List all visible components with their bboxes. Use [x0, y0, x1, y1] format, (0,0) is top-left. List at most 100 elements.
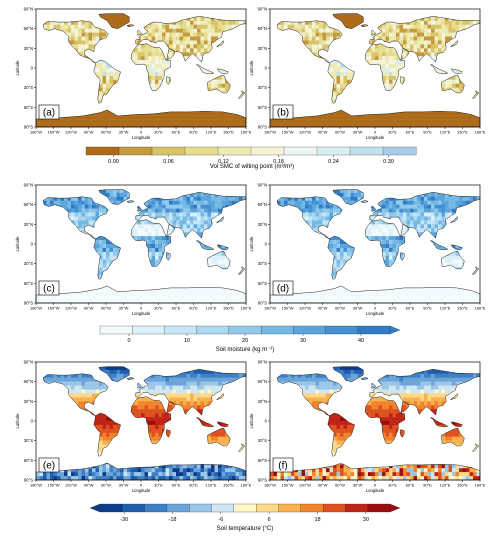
lat-tick-label: 30°S	[258, 85, 267, 90]
colorbar-tick-label: -18	[169, 517, 177, 523]
lon-tick-label: 30°W	[353, 306, 363, 311]
lon-tick-label: 120°E	[440, 306, 451, 311]
lon-tick-label: 0	[140, 306, 143, 311]
colorbar-swatch	[383, 147, 416, 155]
lat-tick-label: 0	[265, 419, 268, 424]
colorbar-tick-label: 0.30	[383, 159, 394, 165]
lat-tick-label: 60°S	[258, 281, 267, 286]
colorbar-end-arrow	[390, 504, 400, 512]
lon-tick-label: 150°W	[281, 306, 293, 311]
lon-tick-label: 30°W	[353, 130, 363, 135]
x-axis-title: Longitude	[366, 488, 385, 493]
lon-tick-label: 120°E	[440, 483, 451, 488]
colorbar-title: Soil temperature (°C)	[217, 526, 273, 532]
lat-tick-label: 30°S	[258, 261, 267, 266]
lon-tick-label: 0	[140, 483, 143, 488]
y-axis-title: Latitude	[249, 60, 254, 76]
lat-tick-label: 90°N	[24, 360, 33, 365]
colorbar-swatch	[345, 504, 368, 512]
colorbar-swatch	[119, 147, 152, 155]
lon-tick-label: 150°W	[47, 306, 59, 311]
lon-tick-label: 150°W	[47, 483, 59, 488]
lat-tick-label: 30°S	[24, 85, 33, 90]
colorbar-swatch	[167, 504, 190, 512]
colorbar-swatch	[100, 326, 132, 334]
colorbar-swatch	[301, 504, 324, 512]
lon-tick-label: 120°W	[299, 130, 311, 135]
lon-tick-label: 0	[374, 306, 377, 311]
lat-tick-label: 0	[31, 242, 34, 247]
colorbar-tick-label: 30	[363, 517, 369, 523]
lat-tick-label: 0	[265, 66, 268, 71]
panel-label: (f)	[278, 461, 287, 472]
colorbar-swatch	[100, 504, 123, 512]
lon-tick-label: 30°E	[154, 306, 163, 311]
lat-tick-label: 30°N	[24, 46, 33, 51]
lon-tick-label: 90°W	[318, 306, 328, 311]
colorbar-swatch	[350, 147, 383, 155]
colorbar-swatch	[368, 504, 391, 512]
lon-tick-label: 90°W	[318, 130, 328, 135]
panel-label: (c)	[43, 284, 55, 295]
lon-tick-label: 120°W	[65, 483, 77, 488]
panel-label: (b)	[277, 108, 289, 119]
lon-tick-label: 30°W	[119, 306, 129, 311]
colorbar-swatch	[251, 147, 284, 155]
y-axis-title: Latitude	[249, 413, 254, 429]
colorbar-swatch	[358, 326, 390, 334]
lon-tick-label: 180°W	[264, 483, 276, 488]
lon-tick-label: 0	[374, 483, 377, 488]
colorbar-swatch	[229, 326, 261, 334]
colorbar-swatch	[284, 147, 317, 155]
panel-label: (e)	[43, 461, 55, 472]
lon-tick-label: 180°E	[241, 306, 252, 311]
colorbar-swatch	[317, 147, 350, 155]
lat-tick-label: 30°N	[24, 399, 33, 404]
colorbar-tick-label: 0.06	[163, 159, 174, 165]
x-axis-title: Longitude	[132, 311, 151, 316]
lon-tick-label: 150°E	[457, 306, 468, 311]
colorbar-swatch	[212, 504, 235, 512]
lon-tick-label: 90°W	[84, 306, 94, 311]
lat-tick-label: 90°N	[258, 360, 267, 365]
lon-tick-label: 120°W	[65, 130, 77, 135]
lon-tick-label: 60°W	[101, 306, 111, 311]
x-axis-title: Longitude	[132, 135, 151, 140]
panel-label: (d)	[277, 284, 289, 295]
colorbar-swatch	[145, 504, 168, 512]
colorbar-title: Vol SMC of wilting point (m³/m³)	[210, 164, 294, 170]
lon-tick-label: 180°E	[241, 130, 252, 135]
lat-tick-label: 0	[31, 419, 34, 424]
lon-tick-label: 90°E	[189, 306, 198, 311]
lat-tick-label: 60°N	[258, 202, 267, 207]
lon-tick-label: 60°W	[101, 483, 111, 488]
x-axis-title: Longitude	[366, 135, 385, 140]
lon-tick-label: 60°E	[406, 130, 415, 135]
lon-tick-label: 30°W	[119, 130, 129, 135]
colorbar-swatch	[326, 326, 358, 334]
lon-tick-label: 30°E	[388, 483, 397, 488]
lat-tick-label: 30°N	[24, 222, 33, 227]
lon-tick-label: 120°E	[206, 483, 217, 488]
lat-tick-label: 30°N	[258, 46, 267, 51]
lon-tick-label: 30°E	[388, 130, 397, 135]
lon-tick-label: 150°E	[223, 306, 234, 311]
lon-tick-label: 180°W	[264, 130, 276, 135]
lon-tick-label: 180°W	[30, 306, 42, 311]
colorbar-tick-label: 0.24	[328, 159, 339, 165]
colorbar-tick-label: 0	[127, 338, 130, 344]
lon-tick-label: 60°W	[335, 130, 345, 135]
lon-tick-label: 60°W	[335, 306, 345, 311]
lon-tick-label: 90°E	[189, 483, 198, 488]
colorbar-swatch	[197, 326, 229, 334]
lon-tick-label: 120°W	[65, 306, 77, 311]
lat-tick-label: 60°S	[24, 281, 33, 286]
lat-tick-label: 30°N	[258, 399, 267, 404]
lat-tick-label: 0	[31, 66, 34, 71]
